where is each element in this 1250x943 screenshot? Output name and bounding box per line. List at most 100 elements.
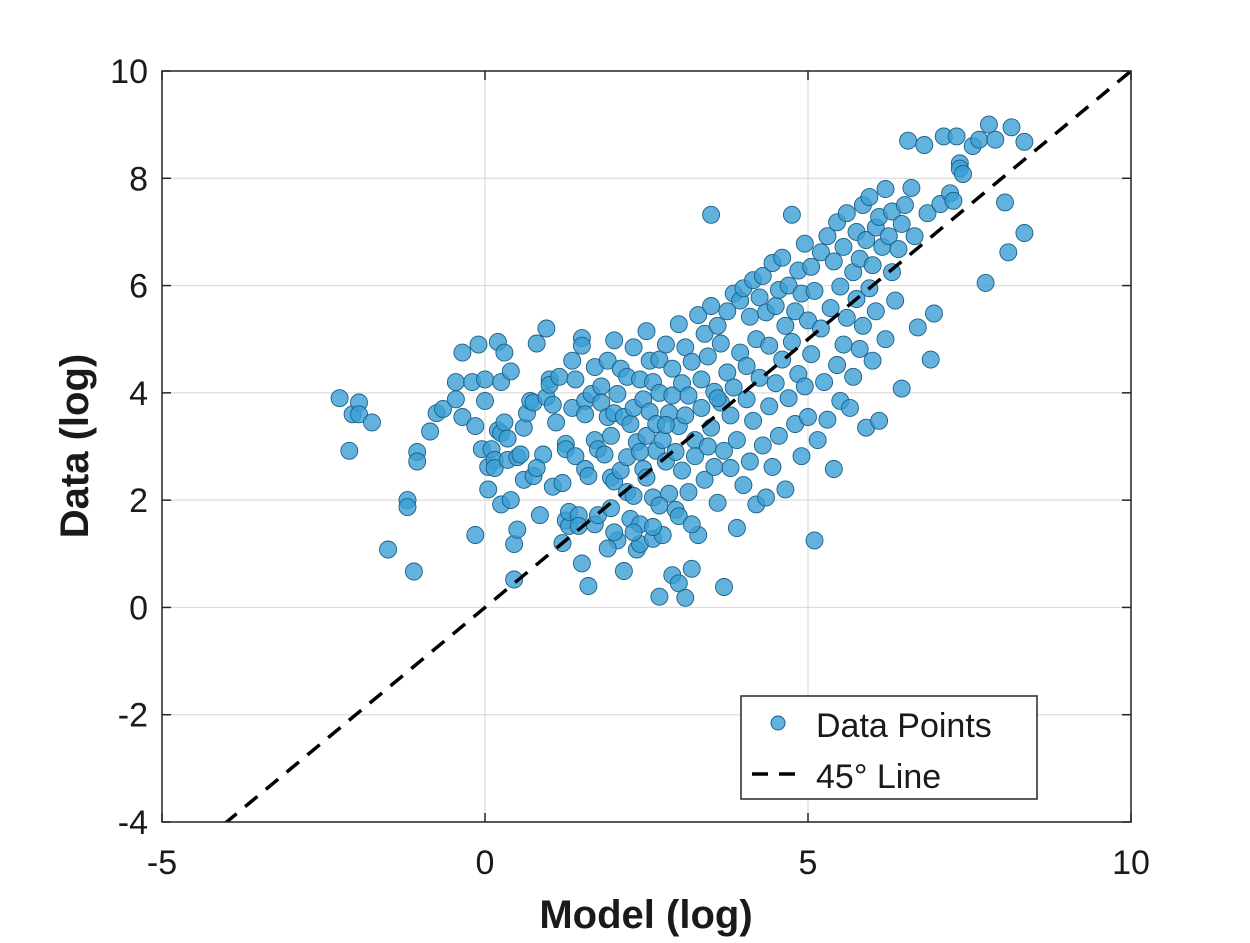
data-point — [837, 308, 856, 327]
data-point — [844, 367, 863, 386]
data-point — [469, 335, 488, 354]
data-point — [663, 359, 682, 378]
data-point — [446, 390, 465, 409]
legend: Data Points 45° Line — [740, 695, 1038, 800]
data-point — [501, 491, 520, 510]
data-point — [698, 437, 717, 456]
data-point — [792, 447, 811, 466]
data-point — [866, 302, 885, 321]
data-point — [824, 460, 843, 478]
data-point — [682, 515, 701, 534]
data-point — [863, 256, 882, 275]
data-point — [669, 507, 688, 526]
data-point — [505, 570, 524, 589]
data-point — [527, 459, 546, 477]
data-point — [650, 587, 669, 606]
data-point — [850, 339, 869, 358]
data-point — [902, 178, 921, 197]
data-point — [727, 431, 746, 450]
data-point — [702, 297, 721, 315]
data-point — [1015, 132, 1034, 151]
data-point — [692, 370, 711, 389]
data-point — [895, 196, 914, 215]
data-point — [466, 417, 485, 436]
data-point — [695, 324, 714, 343]
data-point — [986, 130, 1005, 149]
data-point — [553, 474, 572, 492]
data-point — [828, 356, 847, 374]
legend-box — [740, 695, 1038, 800]
data-point — [715, 578, 733, 596]
x-axis-label: Model (log) — [539, 893, 752, 937]
data-point — [947, 127, 966, 146]
data-point — [576, 405, 595, 424]
data-point — [624, 338, 643, 357]
data-point — [776, 316, 795, 335]
data-point — [766, 297, 785, 315]
x-tick-label: -5 — [147, 844, 177, 882]
data-point — [404, 562, 423, 581]
data-point — [766, 374, 785, 393]
y-tick-label: -4 — [118, 804, 148, 842]
data-point — [379, 540, 398, 559]
data-point — [476, 370, 494, 389]
data-point — [666, 442, 685, 461]
data-point — [763, 457, 782, 476]
data-point — [446, 373, 465, 392]
data-point — [453, 343, 472, 362]
data-point — [740, 452, 759, 471]
data-point — [715, 441, 733, 460]
data-point — [811, 243, 830, 262]
data-point — [837, 204, 856, 223]
y-tick-label: 6 — [129, 268, 148, 306]
data-point — [753, 436, 772, 455]
data-point — [976, 273, 995, 292]
data-point — [970, 130, 989, 149]
data-point — [608, 384, 627, 403]
data-point — [686, 447, 704, 466]
data-point — [501, 362, 520, 381]
data-point — [802, 257, 821, 276]
data-point — [527, 334, 546, 353]
data-point — [905, 227, 924, 246]
data-point — [592, 377, 611, 396]
data-point — [808, 431, 827, 450]
data-point — [598, 351, 617, 370]
data-point — [711, 334, 730, 353]
data-point — [514, 418, 533, 437]
data-point — [421, 422, 440, 441]
y-tick-label: -2 — [118, 697, 148, 735]
data-point — [1002, 118, 1021, 137]
data-point — [547, 413, 566, 432]
legend-label-data-points: Data Points — [816, 707, 992, 745]
legend-marker-data-points — [770, 715, 786, 731]
data-point — [605, 331, 624, 350]
data-point — [724, 378, 743, 397]
data-point — [614, 562, 633, 580]
data-point — [954, 165, 972, 183]
data-point — [996, 193, 1014, 212]
data-point — [563, 351, 582, 370]
data-point — [786, 302, 805, 321]
x-tick-label: 0 — [476, 844, 495, 882]
data-point — [799, 311, 817, 330]
data-point — [453, 408, 472, 426]
data-point — [434, 399, 452, 418]
data-point — [653, 431, 672, 450]
data-point — [721, 406, 740, 425]
data-point — [679, 483, 698, 502]
data-point — [776, 480, 795, 499]
45-degree-line — [223, 71, 1131, 822]
data-point — [870, 411, 889, 430]
data-point — [495, 413, 514, 432]
data-point — [550, 367, 569, 386]
data-point — [637, 468, 656, 487]
data-point — [1015, 224, 1034, 242]
data-point — [682, 352, 701, 371]
data-point — [695, 470, 714, 489]
data-point — [466, 526, 485, 544]
data-point — [572, 336, 591, 355]
data-point — [818, 227, 837, 246]
